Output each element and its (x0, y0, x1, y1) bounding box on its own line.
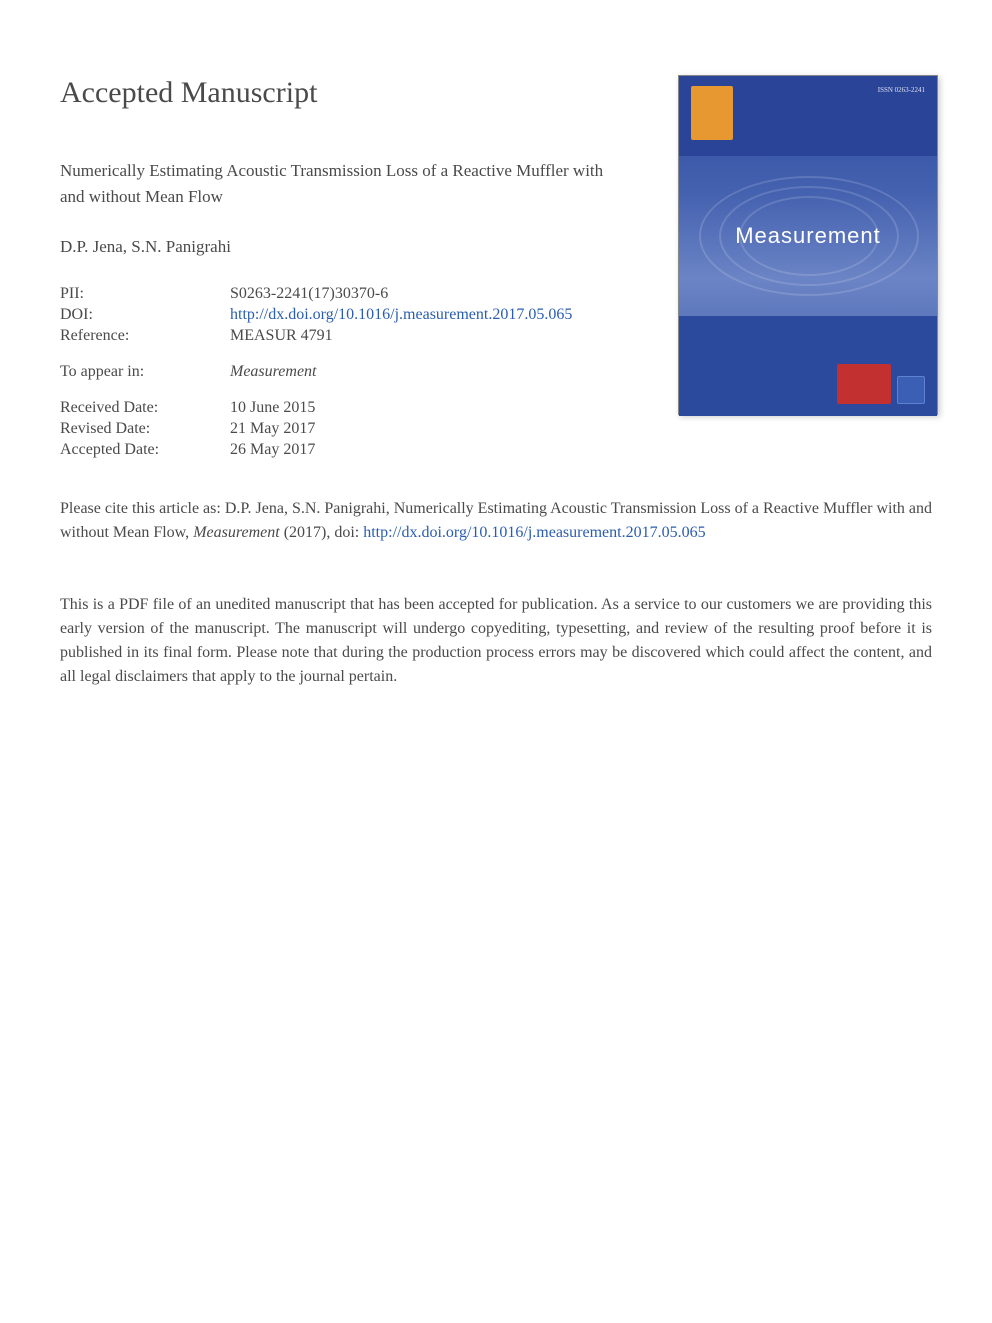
reference-label: Reference: (60, 327, 230, 345)
citation-journal: Measurement (193, 524, 280, 541)
appear-value: Measurement (230, 363, 317, 381)
cover-middle: Measurement (679, 156, 937, 316)
accepted-label: Accepted Date: (60, 441, 230, 459)
citation-doi-link[interactable]: http://dx.doi.org/10.1016/j.measurement.… (363, 524, 705, 541)
reference-value: MEASUR 4791 (230, 327, 333, 345)
appear-label: To appear in: (60, 363, 230, 381)
cover-issn: ISSN 0263-2241 (878, 86, 925, 94)
elsevier-logo-icon (691, 86, 733, 140)
doi-link[interactable]: http://dx.doi.org/10.1016/j.measurement.… (230, 306, 572, 324)
cover-footer (679, 316, 937, 416)
revised-label: Revised Date: (60, 420, 230, 438)
disclaimer-text: This is a PDF file of an unedited manusc… (60, 593, 932, 689)
badge-icon (897, 376, 925, 404)
revised-value: 21 May 2017 (230, 420, 315, 438)
cover-journal-name: Measurement (735, 223, 881, 249)
meta-row-revised: Revised Date: 21 May 2017 (60, 420, 932, 438)
doi-label: DOI: (60, 306, 230, 324)
received-value: 10 June 2015 (230, 399, 315, 417)
article-title: Numerically Estimating Acoustic Transmis… (60, 158, 620, 209)
accepted-value: 26 May 2017 (230, 441, 315, 459)
citation-text: Please cite this article as: D.P. Jena, … (60, 497, 932, 545)
meta-row-accepted: Accepted Date: 26 May 2017 (60, 441, 932, 459)
imeko-badge-icon (837, 364, 891, 404)
cover-header: ISSN 0263-2241 (679, 76, 937, 156)
journal-cover-thumbnail: ISSN 0263-2241 Measurement (678, 75, 938, 415)
cover-badges (837, 364, 925, 404)
received-label: Received Date: (60, 399, 230, 417)
citation-middle: (2017), doi: (280, 524, 364, 541)
pii-value: S0263-2241(17)30370-6 (230, 285, 388, 303)
pii-label: PII: (60, 285, 230, 303)
